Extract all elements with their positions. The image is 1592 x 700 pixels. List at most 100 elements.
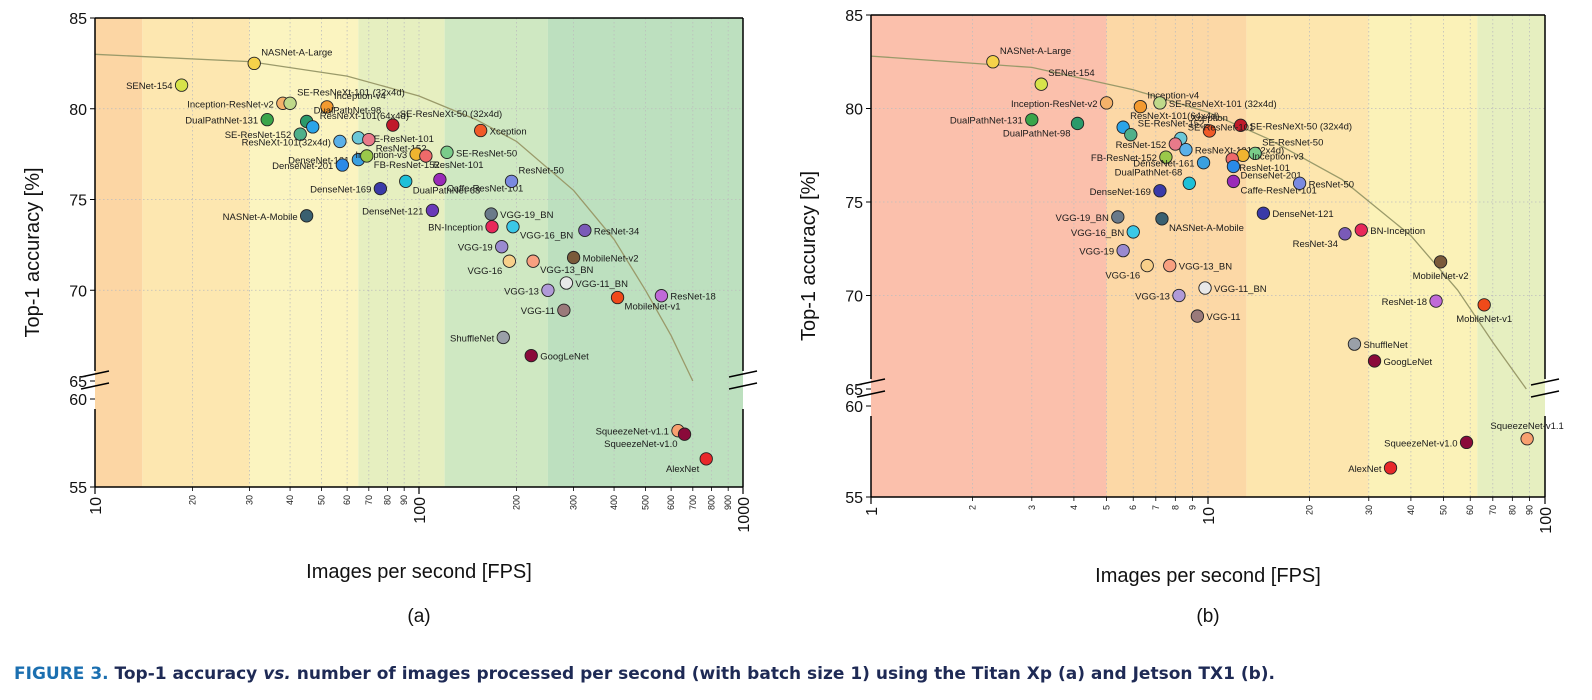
- x-minor-tick-label: 800: [707, 495, 717, 510]
- data-point: [566, 250, 581, 265]
- data-point-label: AlexNet: [666, 464, 700, 475]
- data-point-label: ResNet-18: [1382, 297, 1427, 308]
- data-point-label: DenseNet-169: [1090, 187, 1151, 198]
- data-point: [320, 100, 334, 114]
- data-point-label: ResNet-18: [670, 292, 715, 303]
- data-point: [474, 123, 488, 138]
- data-point-label: BN-Inception: [428, 223, 483, 234]
- x-minor-tick-label: 60: [1465, 505, 1475, 515]
- data-point-label: ShuffleNet: [450, 333, 495, 344]
- caption-text-vs: vs.: [263, 664, 291, 684]
- y-tick-label: 60: [845, 399, 863, 416]
- data-point-label: DualPathNet-131: [185, 116, 258, 127]
- x-minor-tick-label: 90: [399, 495, 409, 505]
- x-minor-tick-label: 9: [1188, 505, 1198, 510]
- data-point: [362, 132, 376, 147]
- x-minor-tick-label: 600: [666, 495, 676, 510]
- data-point-label: Inception-ResNet-v2: [1011, 99, 1098, 110]
- x-major-tick-label: 10: [88, 497, 105, 515]
- data-point-label: NASNet-A-Mobile: [1169, 223, 1244, 234]
- data-point: [425, 203, 440, 218]
- data-point: [335, 158, 350, 172]
- y-tick-label: 70: [845, 289, 863, 306]
- data-point-label: Inception-ResNet-v2: [187, 99, 274, 110]
- data-point: [1234, 118, 1248, 132]
- y-tick-label: 75: [845, 195, 863, 212]
- data-point: [299, 209, 314, 223]
- y-tick-label: 70: [69, 283, 87, 300]
- background-band: [871, 15, 1107, 497]
- data-point: [1133, 99, 1148, 114]
- data-point: [1354, 223, 1368, 237]
- data-point-label: MobileNet-v1: [1456, 314, 1512, 325]
- data-point: [440, 145, 454, 159]
- data-point-label: VGG-16_BN: [1071, 228, 1124, 239]
- data-point: [496, 330, 510, 345]
- data-point-label: SE-ResNeXt-101 (32x4d): [1169, 99, 1277, 110]
- data-point: [1159, 150, 1173, 164]
- data-point: [419, 149, 433, 163]
- data-point: [1383, 461, 1398, 475]
- data-point-label: SE-ResNeXt-101 (32x4d): [297, 87, 405, 98]
- background-band: [95, 18, 143, 487]
- data-point: [1172, 288, 1186, 303]
- data-point-label: GoogLeNet: [1384, 357, 1433, 368]
- data-point: [557, 303, 571, 317]
- figure-caption: FIGURE 3. Top-1 accuracy vs. number of i…: [14, 664, 1275, 684]
- x-minor-tick-label: 7: [1151, 505, 1161, 510]
- data-point: [1155, 212, 1169, 226]
- data-point-label: MobileNet-v2: [1413, 271, 1469, 282]
- data-point-label: SqueezeNet-v1.0: [1384, 438, 1457, 449]
- data-point: [1347, 337, 1362, 351]
- x-major-tick-label: 100: [1538, 507, 1555, 534]
- x-minor-tick-label: 50: [1439, 505, 1449, 515]
- data-point: [559, 276, 574, 290]
- y-tick-label: 55: [69, 480, 87, 497]
- subplot-label: (a): [407, 606, 430, 627]
- data-point-label: DualPathNet-68: [1115, 167, 1183, 178]
- data-point-label: ResNeXt-101(64x4d): [320, 111, 409, 122]
- data-point: [1477, 298, 1491, 312]
- data-point: [485, 220, 499, 234]
- data-point: [524, 348, 538, 363]
- data-point: [1196, 156, 1211, 170]
- data-point-label: DenseNet-201: [272, 161, 333, 172]
- x-minor-tick-label: 40: [285, 495, 295, 505]
- data-point-label: Inception-v4: [1147, 91, 1199, 102]
- x-minor-tick-label: 300: [569, 495, 579, 510]
- data-point: [1034, 77, 1048, 91]
- axis-break-mark: [728, 370, 758, 378]
- y-tick-label: 75: [69, 193, 87, 210]
- data-point: [699, 452, 713, 466]
- data-point-label: SqueezeNet-v1.1: [596, 427, 669, 438]
- data-point: [654, 289, 669, 303]
- x-minor-tick-label: 200: [512, 495, 522, 510]
- data-point: [399, 174, 413, 189]
- data-point-label: Caffe-ResNet-101: [1240, 185, 1316, 196]
- data-point: [293, 127, 307, 141]
- data-point-label: SE-ResNet-101: [367, 134, 434, 145]
- data-point-label: DenseNet-121: [362, 206, 423, 217]
- x-minor-tick-label: 20: [1304, 505, 1314, 515]
- x-minor-tick-label: 500: [640, 495, 650, 510]
- x-minor-tick-label: 70: [364, 495, 374, 505]
- data-point: [1202, 124, 1217, 138]
- data-point: [283, 96, 297, 110]
- data-point-label: DenseNet-161: [288, 156, 349, 167]
- x-axis-label: Images per second [FPS]: [306, 561, 532, 583]
- x-minor-tick-label: 900: [723, 495, 733, 510]
- data-point-label: SqueezeNet-v1.1: [1490, 421, 1563, 432]
- data-point: [504, 174, 519, 189]
- x-minor-tick-label: 30: [245, 495, 255, 505]
- data-point: [1190, 309, 1205, 323]
- y-tick-label: 65: [845, 382, 863, 399]
- data-point-label: VGG-11: [521, 306, 555, 317]
- x-minor-tick-label: 20: [188, 495, 198, 505]
- data-point-label: NASNet-A-Large: [261, 47, 332, 58]
- x-major-tick-label: 1: [864, 507, 881, 516]
- data-point: [1163, 258, 1177, 273]
- x-minor-tick-label: 2: [967, 505, 977, 510]
- axis-break-mark: [728, 382, 758, 390]
- data-point-label: VGG-19_BN: [500, 210, 553, 221]
